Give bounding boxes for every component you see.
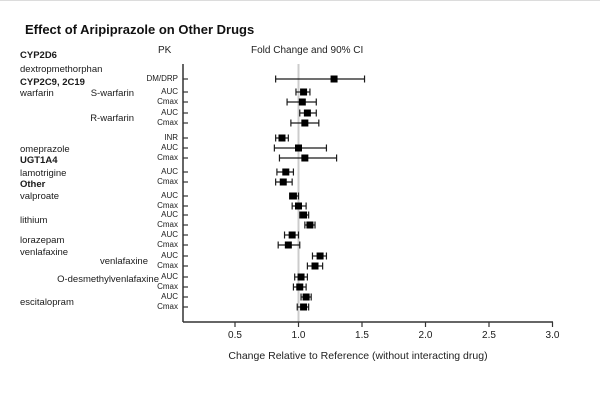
pk-row-label: Cmax: [157, 118, 178, 127]
fold-change-header: Fold Change and 90% CI: [251, 45, 364, 56]
x-tick-label: 3.0: [546, 330, 560, 341]
pk-row-label: AUC: [161, 272, 178, 281]
x-axis-label: Change Relative to Reference (without in…: [228, 350, 488, 362]
side-label: Other: [20, 179, 46, 190]
pk-row-label: AUC: [161, 210, 178, 219]
ci-marker: [298, 98, 306, 106]
pk-row-label: AUC: [161, 230, 178, 239]
ci-marker: [301, 154, 309, 162]
pk-row-label: AUC: [161, 143, 178, 152]
side-label: lamotrigine: [20, 168, 67, 179]
x-tick-label: 2.5: [482, 330, 496, 341]
pk-row-label: Cmax: [157, 261, 178, 270]
pk-row-label: Cmax: [157, 97, 178, 106]
ci-marker: [282, 168, 290, 176]
ci-marker: [297, 273, 305, 281]
x-tick-label: 1.5: [355, 330, 369, 341]
pk-row-label: Cmax: [157, 153, 178, 162]
side-label: CYP2D6: [20, 50, 57, 61]
pk-row-label: AUC: [161, 292, 178, 301]
ci-marker: [330, 75, 338, 83]
ci-marker: [303, 109, 311, 117]
ci-marker: [302, 293, 310, 301]
pk-row-label: AUC: [161, 251, 178, 260]
side-label: CYP2C9, 2C19: [20, 77, 85, 88]
ci-marker: [300, 88, 308, 96]
mid-drug-label: R-warfarin: [90, 113, 134, 124]
ci-marker: [300, 211, 308, 219]
pk-row-label: Cmax: [157, 240, 178, 249]
pk-row-label: Cmax: [157, 282, 178, 291]
pk-row-label: Cmax: [157, 302, 178, 311]
pk-column-header: PK: [158, 45, 172, 56]
mid-drug-label: S-warfarin: [90, 88, 134, 99]
side-label: escitalopram: [20, 297, 74, 308]
chart-title: Effect of Aripiprazole on Other Drugs: [25, 22, 255, 37]
side-label: valproate: [20, 191, 60, 202]
mid-drug-label: O-desmethylvenlafaxine: [57, 274, 159, 285]
side-label: lorazepam: [20, 235, 65, 246]
ci-marker: [279, 178, 287, 186]
ci-marker: [295, 202, 302, 210]
ci-marker: [316, 252, 324, 260]
pk-row-label: AUC: [161, 108, 178, 117]
ci-marker: [278, 134, 286, 142]
x-tick-label: 0.5: [228, 330, 242, 341]
side-label: lithium: [20, 215, 48, 226]
side-label: warfarin: [20, 88, 54, 99]
x-tick-label: 2.0: [419, 330, 433, 341]
pk-row-label: Cmax: [157, 201, 178, 210]
x-tick-label: 1.0: [292, 330, 306, 341]
ci-marker: [306, 221, 314, 229]
pk-row-label: Cmax: [157, 220, 178, 229]
pk-row-label: INR: [164, 133, 178, 142]
side-label: UGT1A4: [20, 155, 58, 166]
ci-marker: [296, 283, 304, 291]
ci-marker: [295, 144, 302, 152]
ci-marker: [288, 231, 296, 239]
pk-row-label: AUC: [161, 191, 178, 200]
ci-marker: [311, 262, 319, 270]
ci-marker: [289, 192, 297, 200]
side-label: dextropmethorphan: [20, 64, 103, 75]
pk-row-label: DM/DRP: [146, 74, 178, 83]
pk-row-label: Cmax: [157, 177, 178, 186]
ci-marker: [301, 119, 309, 127]
ci-marker: [300, 303, 308, 311]
pk-row-label: AUC: [161, 167, 178, 176]
side-label: omeprazole: [20, 144, 70, 155]
pk-row-label: AUC: [161, 87, 178, 96]
ci-marker: [284, 241, 292, 249]
side-label: venlafaxine: [20, 247, 69, 258]
mid-drug-label: venlafaxine: [99, 256, 148, 267]
